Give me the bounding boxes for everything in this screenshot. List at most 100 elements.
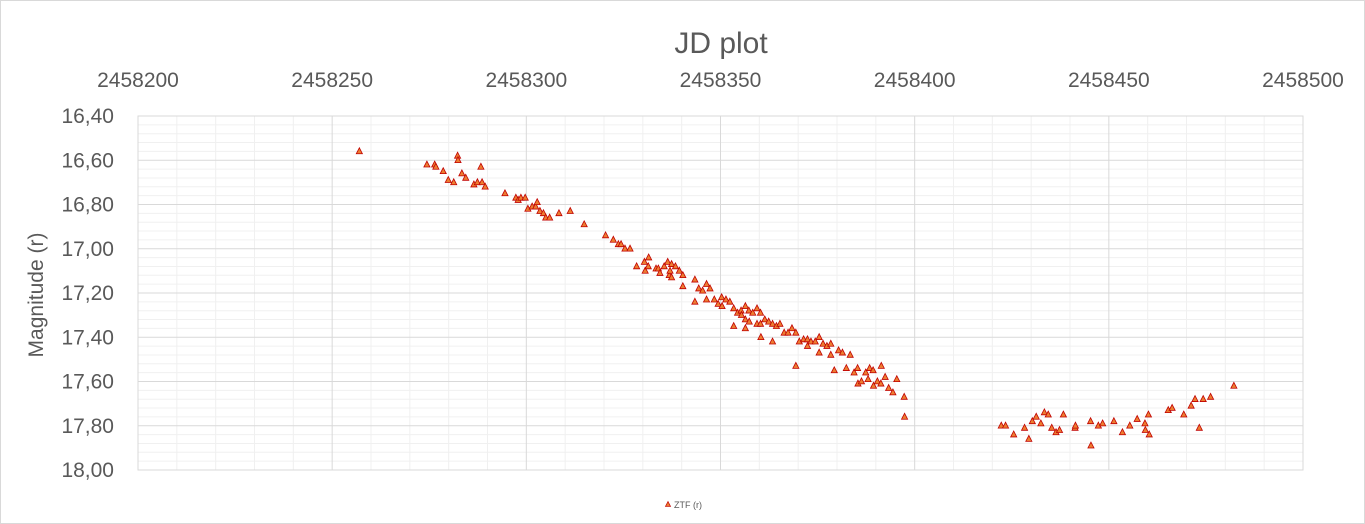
data-point	[663, 257, 672, 265]
data-point	[531, 202, 540, 210]
data-point	[536, 206, 544, 214]
data-point	[815, 348, 823, 356]
data-point	[666, 266, 674, 274]
data-point	[439, 166, 447, 175]
data-point	[745, 306, 753, 314]
chart-title: JD plot	[674, 27, 768, 60]
data-point	[741, 301, 750, 310]
data-point	[444, 175, 452, 183]
y-tick-label: 17,80	[61, 415, 114, 438]
data-point	[788, 323, 796, 332]
legend-label: ZTF (r)	[674, 500, 702, 510]
data-point	[749, 308, 757, 316]
data-point	[1009, 430, 1018, 438]
data-point	[722, 295, 730, 303]
data-point	[423, 160, 431, 168]
data-point	[626, 244, 634, 252]
data-point	[679, 270, 687, 279]
data-point	[862, 368, 870, 376]
data-point	[675, 266, 684, 274]
data-point	[1044, 410, 1052, 418]
x-tick-label: 2458500	[1262, 69, 1344, 92]
data-point	[355, 146, 364, 155]
data-point	[756, 308, 765, 316]
data-point	[1048, 423, 1056, 431]
data-point	[792, 328, 800, 336]
x-tick-label: 2458350	[680, 69, 762, 92]
legend-marker-triangle	[664, 500, 672, 507]
y-tick-label: 17,20	[61, 282, 114, 305]
data-point	[745, 317, 753, 325]
data-point	[501, 188, 509, 197]
data-point	[757, 332, 765, 340]
data-point	[811, 337, 819, 345]
data-point	[756, 319, 765, 327]
data-point	[702, 279, 711, 287]
data-point	[1055, 425, 1064, 433]
data-point	[1191, 394, 1199, 402]
data-point	[432, 162, 440, 170]
y-tick-label: 18,00	[61, 459, 114, 482]
data-point	[671, 261, 680, 270]
data-point	[454, 155, 462, 163]
data-point	[1032, 412, 1040, 420]
data-point	[691, 297, 699, 305]
data-point	[621, 244, 629, 252]
data-point	[660, 261, 668, 270]
data-point	[521, 193, 529, 201]
data-point	[718, 301, 726, 310]
data-point	[449, 177, 458, 186]
data-point	[729, 304, 738, 312]
data-point	[695, 284, 703, 292]
data-point	[842, 363, 851, 371]
x-tick-label: 2458250	[291, 69, 373, 92]
data-point	[1133, 414, 1141, 422]
data-point	[803, 341, 812, 349]
data-point	[1098, 419, 1107, 427]
data-point	[717, 292, 726, 301]
y-axis-tick-labels: 16,40 16,60 16,80 17,00 17,20 17,40 17,60 17,80…	[61, 105, 114, 482]
data-point	[881, 372, 889, 380]
plot-area-border	[137, 115, 1304, 471]
data-point	[857, 377, 866, 385]
data-point	[679, 281, 687, 290]
data-point	[893, 374, 901, 383]
data-point	[753, 304, 761, 312]
y-tick-label: 17,60	[61, 371, 114, 394]
data-point	[830, 365, 838, 374]
data-point	[698, 286, 707, 294]
data-point	[819, 339, 827, 347]
data-point	[889, 388, 897, 396]
data-point	[884, 383, 893, 391]
data-point	[827, 339, 835, 347]
y-axis-title: Magnitude (r)	[25, 233, 48, 358]
data-point	[714, 299, 722, 307]
data-point	[737, 310, 746, 318]
data-point	[1144, 410, 1153, 418]
data-point	[667, 259, 676, 267]
data-point	[702, 295, 711, 303]
data-point	[458, 169, 466, 177]
data-point	[545, 213, 554, 221]
data-point	[815, 332, 823, 340]
data-point	[846, 350, 854, 358]
data-point	[1145, 430, 1153, 438]
data-point	[539, 208, 548, 217]
data-point	[601, 231, 610, 239]
data-point	[873, 377, 882, 385]
data-point	[1040, 408, 1049, 416]
y-tick-label: 17,40	[61, 326, 114, 349]
data-point	[853, 363, 862, 371]
data-point	[1037, 419, 1045, 427]
data-point	[776, 319, 784, 327]
x-axis-tick-labels: 2458200 2458250 2458300 2458350 2458400 24584…	[97, 69, 1344, 92]
data-point	[656, 268, 664, 276]
data-point	[640, 257, 649, 265]
data-point	[850, 368, 858, 376]
data-point	[792, 361, 800, 369]
data-point	[1206, 392, 1215, 400]
data-point	[1195, 423, 1204, 431]
data-point	[877, 379, 885, 387]
data-point	[1020, 423, 1029, 431]
